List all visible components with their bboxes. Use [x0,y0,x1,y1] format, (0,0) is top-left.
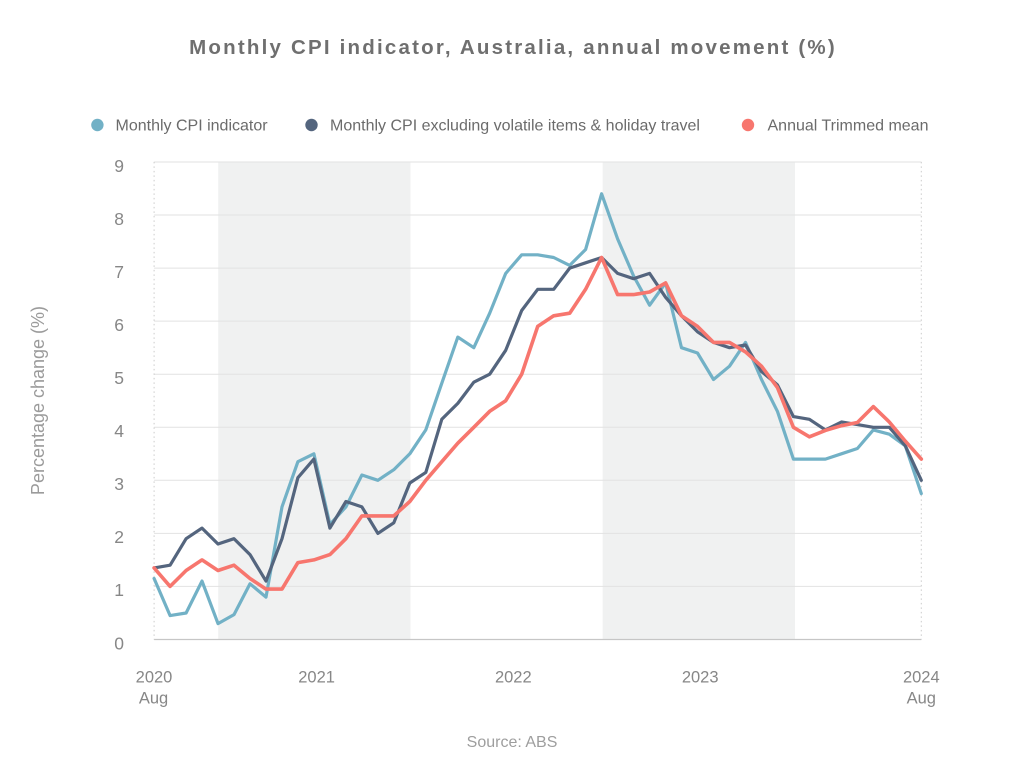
svg-text:Monthly CPI indicator: Monthly CPI indicator [116,118,269,135]
svg-text:9: 9 [114,156,124,176]
svg-text:Annual Trimmed mean: Annual Trimmed mean [768,118,929,135]
svg-text:8: 8 [114,209,124,229]
svg-text:7: 7 [114,262,124,282]
svg-text:2022: 2022 [495,669,532,687]
svg-text:2024: 2024 [903,669,940,687]
svg-text:2: 2 [114,527,124,547]
svg-text:4: 4 [114,421,124,441]
svg-text:2020: 2020 [136,669,173,687]
svg-text:2023: 2023 [682,669,719,687]
svg-text:Monthly CPI indicator, Austral: Monthly CPI indicator, Australia, annual… [189,36,837,59]
svg-text:5: 5 [114,368,124,388]
svg-text:6: 6 [114,315,124,335]
svg-text:Percentage change (%): Percentage change (%) [28,306,48,495]
svg-text:Monthly CPI excluding volatile: Monthly CPI excluding volatile items & h… [330,118,700,135]
svg-text:1: 1 [114,580,124,600]
svg-text:3: 3 [114,474,124,494]
svg-text:Aug: Aug [907,690,936,708]
svg-text:Aug: Aug [139,690,168,708]
svg-text:2021: 2021 [298,669,335,687]
svg-text:Source: ABS: Source: ABS [467,734,558,751]
svg-text:0: 0 [114,633,124,653]
